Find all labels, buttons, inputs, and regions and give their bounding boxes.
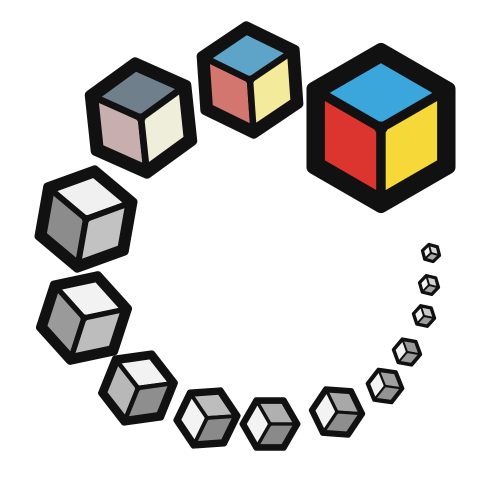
- cube-joint: [374, 121, 388, 135]
- cube-face-right: [246, 49, 297, 132]
- cube-face-right: [322, 410, 362, 435]
- cube-0: [306, 42, 456, 214]
- cube-face-right: [421, 284, 439, 295]
- cube-2: [84, 57, 198, 179]
- cube-joint: [429, 251, 433, 255]
- cube-joint: [334, 409, 340, 415]
- cube-11: [411, 304, 437, 328]
- cube-joint: [422, 314, 426, 318]
- cube-5: [98, 350, 178, 426]
- cube-face-right: [397, 351, 421, 365]
- cube-face-right: [416, 315, 435, 327]
- cube-joint: [80, 314, 88, 322]
- cube-12: [417, 273, 441, 297]
- cube-face-right: [373, 384, 403, 403]
- cube-7: [239, 397, 301, 451]
- cube-10: [391, 337, 423, 367]
- cube-joint: [136, 113, 146, 123]
- cube-face-right: [137, 85, 191, 172]
- cube-face-right: [192, 414, 237, 445]
- cube-face-right: [255, 422, 297, 448]
- cube-3: [34, 165, 138, 273]
- cube-9: [365, 367, 405, 405]
- cube-joint: [383, 384, 387, 388]
- cube-joint: [267, 421, 273, 427]
- cube-joint: [405, 350, 409, 354]
- cube-joint: [427, 283, 431, 287]
- cube-joint: [81, 214, 91, 224]
- cube-joint: [204, 415, 210, 421]
- cube-face-right: [376, 88, 447, 203]
- cube-joint: [245, 75, 255, 85]
- cube-4: [35, 271, 133, 365]
- cube-face-right: [424, 252, 440, 262]
- cube-1: [196, 21, 304, 139]
- cube-8: [308, 386, 366, 438]
- cube-13: [420, 242, 442, 264]
- cube-face-right: [123, 381, 174, 422]
- cube-6: [173, 387, 241, 449]
- cube-face-right: [75, 200, 132, 267]
- cube-joint: [134, 384, 142, 392]
